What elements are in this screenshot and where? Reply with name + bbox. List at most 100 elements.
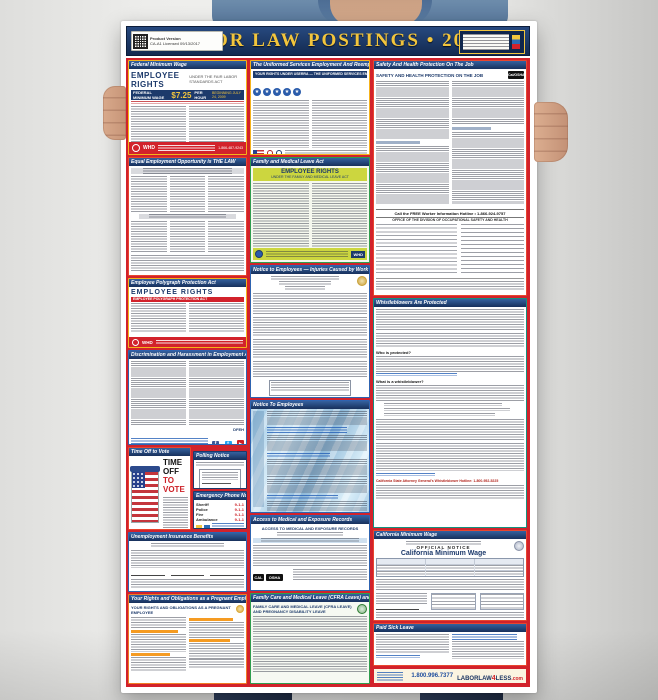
text-block [253, 361, 367, 377]
text-block [253, 545, 367, 567]
worker-hotline: Call the FREE Worker Information Hotline… [376, 209, 524, 218]
text-block [451, 132, 524, 204]
text-block [189, 303, 244, 333]
brand-part-b: LESS [495, 676, 512, 682]
esgr-seal-icon [267, 150, 273, 154]
text-block [266, 250, 349, 258]
text-block [143, 168, 232, 174]
section-cfra-pdl: Family Care and Medical Leave (CFRA Leav… [250, 593, 370, 684]
text-block [131, 221, 167, 253]
emergency-value: 9-1-1 [234, 517, 244, 522]
whd-label: WHD [143, 145, 155, 151]
section-discrimination-harassment: Discrimination and Harassment in Employm… [128, 350, 247, 445]
userra-band: YOUR RIGHTS UNDER USERRA — THE UNIFORMED… [253, 71, 367, 78]
section-header: Unemployment Insurance Benefits [129, 533, 246, 541]
text-block [376, 655, 420, 658]
section-header: Polling Notice [194, 452, 246, 460]
section-whistleblowers-protected: Whistleblowers Are Protected Who is prot… [373, 298, 527, 528]
publisher-footer-bar: 1.800.996.7377 LABORLAW4LESS.com [373, 668, 527, 684]
facebook-icon: f [212, 441, 220, 444]
polygraph-band: EMPLOYEE POLYGRAPH PROTECTION ACT [131, 297, 244, 302]
section-header: Paid Sick Leave [374, 624, 526, 632]
edd-watermark-strip [253, 411, 264, 507]
text-block [131, 634, 186, 652]
signature-line [170, 571, 205, 576]
section-header: The Uniformed Services Employment And Re… [251, 61, 369, 69]
text-block [151, 543, 224, 548]
text-block [169, 176, 206, 212]
text-block [451, 634, 517, 640]
table-cell [377, 565, 425, 570]
text-block [149, 214, 226, 219]
table-cell [425, 559, 474, 564]
whd-footer-band: WHD [129, 337, 246, 347]
text-block [376, 579, 524, 591]
whistle-q1: Who is protected? [376, 350, 411, 355]
ballot-box-flag [130, 466, 160, 522]
text-block [196, 462, 244, 467]
signature-line [202, 480, 231, 484]
person-right-hand [534, 102, 568, 162]
dfeh-label: DFEH [233, 427, 244, 432]
text-block [451, 81, 524, 125]
text-block [253, 317, 367, 337]
twitter-icon: t [224, 441, 232, 444]
text-block [376, 612, 524, 618]
section-header: Whistleblowers Are Protected [374, 299, 526, 307]
text-block [131, 617, 186, 629]
text-block [376, 419, 524, 441]
section-fmla: Family and Medical Leave Act EMPLOYEE RI… [250, 157, 370, 263]
mini-flag-icon [204, 525, 210, 528]
pregnant-title: YOUR RIGHTS AND OBLIGATIONS AS A PREGNAN… [131, 605, 231, 615]
fmla-band-title: EMPLOYEE RIGHTS [281, 169, 339, 175]
office-table-left [376, 224, 458, 276]
userra-star-row: ★ ★ ★ ★ ★ [253, 80, 367, 98]
star-badge-icon: ★ [253, 88, 261, 96]
section-paid-sick-leave: Paid Sick Leave [373, 623, 527, 666]
orange-subhead-bar [189, 618, 233, 621]
dol-seal-icon [255, 250, 263, 258]
whd-phone: 1-866-487-9243 [218, 146, 243, 150]
section-header: Discrimination and Harassment in Employm… [129, 351, 246, 359]
star-badge-icon: ★ [273, 88, 281, 96]
employee-rights-title: EMPLOYEE RIGHTS [131, 289, 214, 296]
section-polling-notice: Polling Notice [193, 451, 247, 489]
dol-seal-icon [132, 144, 140, 152]
section-time-off-to-vote: Time Off to Vote TIME OFF TO VOTE [128, 447, 191, 530]
publisher-phone: 1.800.996.7377 [411, 673, 454, 679]
wage-amount: $7.25 [171, 90, 192, 100]
text-block [267, 459, 367, 477]
text-block [376, 634, 449, 654]
brand-part-a: LABORLAW [457, 676, 492, 682]
text-block [131, 101, 244, 104]
table-cell [425, 571, 474, 576]
text-block [253, 183, 309, 247]
access-title: ACCESS TO MEDICAL AND EXPOSURE RECORDS [261, 526, 359, 531]
table-rows [432, 594, 475, 609]
text-block [131, 255, 244, 271]
text-block [189, 643, 244, 659]
text-block [271, 382, 349, 391]
section-header: Safety And Health Protection On The Job [374, 61, 526, 69]
text-block [131, 106, 186, 148]
emergency-value: 9-1-1 [234, 512, 244, 517]
text-block [311, 100, 367, 148]
text-block [157, 145, 216, 151]
state-seal-icon [514, 541, 524, 551]
text-block [376, 146, 449, 204]
whistle-hotline: California State Attorney General's Whis… [376, 479, 499, 483]
brand-tld: .com [511, 676, 523, 682]
wage-schedule-table-26plus [431, 593, 476, 610]
wage-unit: PER HOUR [194, 90, 207, 100]
polling-form-box [199, 469, 241, 488]
signature-line [131, 571, 165, 576]
text-block [376, 485, 524, 499]
signature-line [210, 571, 245, 576]
whistle-q2: What is a whistleblower? [376, 379, 424, 384]
section-header: Time Off to Vote [129, 448, 190, 456]
text-block [376, 373, 458, 376]
text-block [131, 438, 209, 444]
poster-thumbnail-label [459, 30, 525, 54]
green-seal-icon [357, 604, 367, 614]
